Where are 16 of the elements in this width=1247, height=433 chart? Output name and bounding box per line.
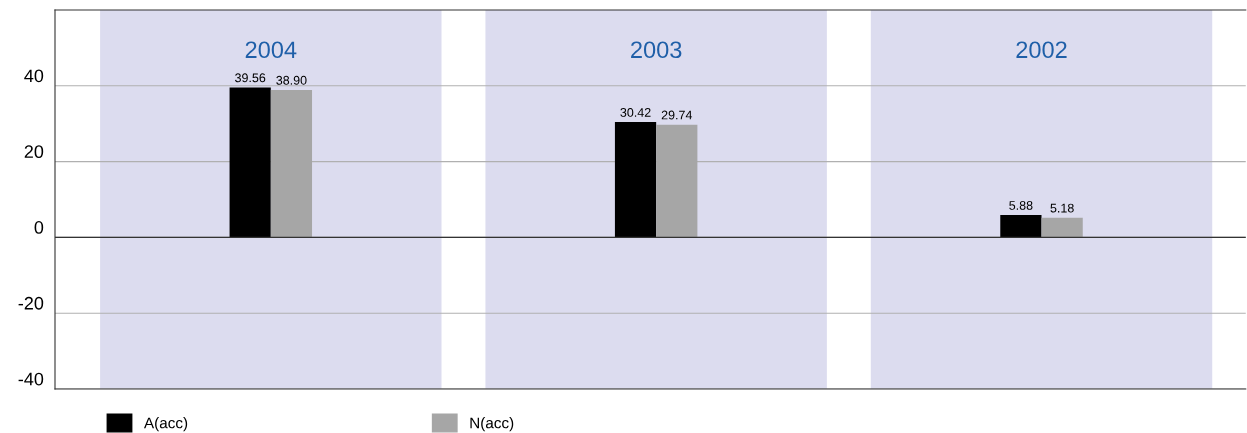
y-tick-label: 40	[24, 69, 44, 83]
data-label: 39.56	[235, 73, 266, 83]
data-label: 29.74	[661, 110, 693, 120]
y-tick-label: 0	[34, 221, 44, 234]
x-tick-label: 2004	[245, 41, 297, 59]
x-tick-label: 2003	[631, 41, 682, 59]
data-label: 38.90	[276, 75, 307, 85]
y-tick-label: -40	[18, 372, 44, 386]
x-tick-label: 2002	[1016, 41, 1067, 59]
y-tick-label: -20	[18, 296, 44, 310]
data-label: 30.42	[620, 108, 651, 117]
legend-label: A(acc)	[143, 417, 188, 432]
legend-label: N(acc)	[470, 417, 514, 432]
data-label: 5.88	[1009, 201, 1033, 210]
data-label: 5.18	[1050, 203, 1074, 213]
y-tick-label: 20	[24, 145, 44, 159]
